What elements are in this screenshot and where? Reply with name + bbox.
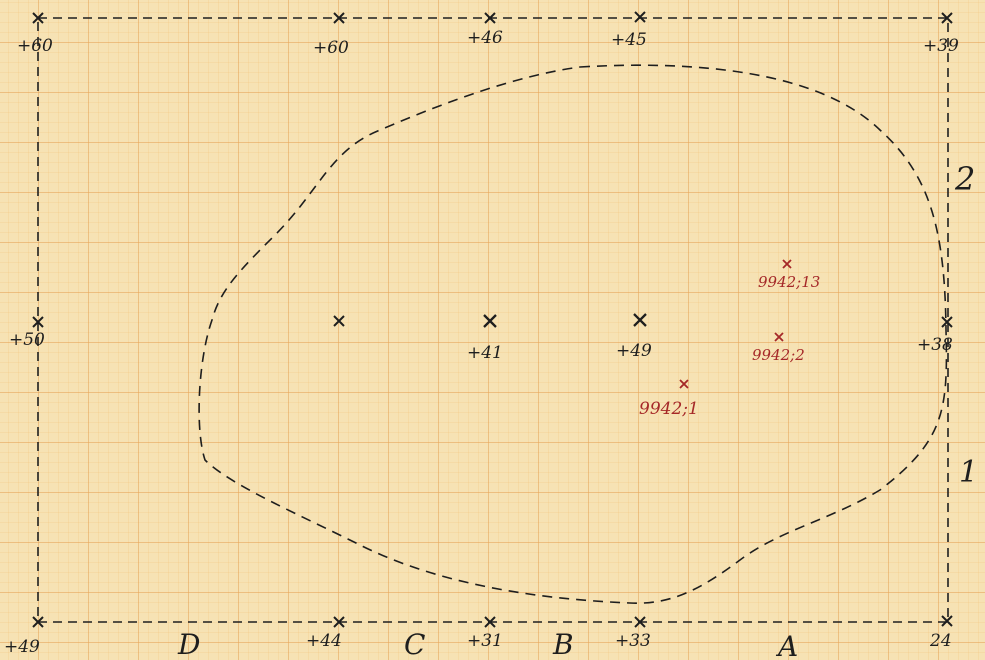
column-label-b: B — [552, 628, 574, 660]
finds-layer: 9942;13 9942;2 9942;1 — [639, 259, 820, 419]
feature-outline-dashed — [198, 64, 948, 604]
trench-boundary-dashed — [37, 17, 949, 623]
survey-point-label: +44 — [306, 631, 342, 651]
find-label: 9942;1 — [639, 399, 699, 419]
survey-points-layer: +60 +60 +46 +45 +39 +50 — [4, 11, 959, 657]
survey-point-marker: +46 — [467, 12, 503, 48]
survey-point-marker: +38 — [917, 316, 953, 355]
survey-point-label: +49 — [616, 341, 652, 361]
survey-point-marker: +49 — [4, 616, 44, 657]
survey-point-label: +39 — [923, 36, 959, 56]
survey-point-marker: +60 — [17, 12, 53, 56]
survey-point-marker: 24 — [929, 615, 953, 651]
survey-point-marker: +45 — [611, 11, 647, 50]
survey-point-label: +60 — [17, 36, 53, 56]
find-label: 9942;13 — [758, 273, 820, 291]
survey-point-marker — [333, 315, 345, 327]
survey-point-label: +46 — [467, 28, 503, 48]
survey-point-label: +60 — [313, 38, 349, 58]
find-marker: 9942;2 — [752, 332, 805, 364]
survey-point-marker: +50 — [9, 316, 45, 350]
find-marker: 9942;1 — [639, 379, 699, 419]
survey-point-marker: +39 — [923, 12, 959, 56]
column-label-d: D — [177, 628, 200, 660]
survey-point-marker: +44 — [306, 616, 345, 651]
find-marker: 9942;13 — [758, 259, 820, 291]
row-label-2: 2 — [954, 160, 975, 198]
survey-point-marker: +49 — [616, 313, 652, 361]
survey-point-marker: +33 — [615, 616, 651, 651]
survey-point-label: +49 — [4, 637, 40, 657]
survey-point-label: +45 — [611, 30, 647, 50]
survey-point-marker: +31 — [467, 616, 503, 651]
survey-point-label: +41 — [467, 343, 503, 363]
survey-point-label: +31 — [467, 631, 503, 651]
find-label: 9942;2 — [752, 346, 805, 364]
column-label-c: C — [404, 628, 425, 660]
survey-point-marker: +60 — [313, 12, 349, 58]
survey-point-label: +38 — [917, 335, 953, 355]
column-label-a: A — [775, 630, 798, 660]
row-label-1: 1 — [959, 455, 978, 490]
survey-point-marker: +41 — [467, 314, 503, 363]
survey-point-label: +33 — [615, 631, 651, 651]
survey-point-label: 24 — [929, 631, 952, 651]
survey-point-label: +50 — [9, 330, 45, 350]
